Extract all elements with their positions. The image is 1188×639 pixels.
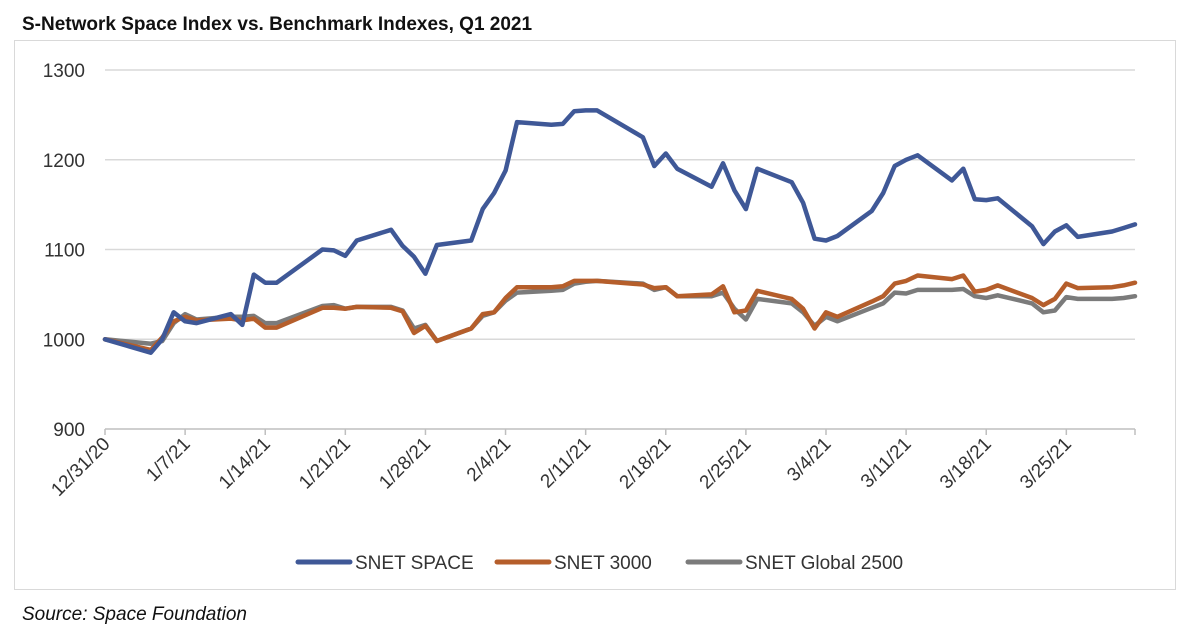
x-tick-label: 1/14/21 [215, 434, 275, 494]
y-tick-label: 1200 [43, 151, 85, 172]
legend-label: SNET SPACE [355, 553, 474, 574]
x-tick-label: 2/25/21 [696, 434, 756, 494]
series-line-snet-3000 [102, 273, 1138, 353]
x-tick-label: 12/31/20 [47, 434, 114, 501]
x-axis-ticks: 12/31/20 1/7/21 1/14/21 1/21/21 1/28/21 2/4/2… [47, 429, 1136, 501]
legend: SNET SPACE SNET 3000 SNET Global 2500 [295, 553, 903, 574]
chart-frame [14, 40, 1176, 590]
line-chart: 900 1000 1100 1200 1300 12/31/20 1/7/21 1/14/2… [43, 61, 1138, 574]
y-tick-label: 900 [53, 420, 85, 441]
x-tick-label: 3/25/21 [1016, 434, 1076, 494]
legend-label: SNET 3000 [554, 553, 652, 574]
x-tick-label: 3/18/21 [936, 434, 996, 494]
gridlines [105, 69, 1135, 430]
series-lines [102, 108, 1138, 355]
legend-label: SNET Global 2500 [745, 553, 903, 574]
x-tick-label: 2/4/21 [463, 434, 515, 486]
x-tick-label: 2/11/21 [537, 434, 596, 493]
chart-title: S-Network Space Index vs. Benchmark Inde… [22, 14, 533, 35]
y-axis-ticks: 900 1000 1100 1200 1300 [43, 61, 85, 441]
x-tick-label: 2/18/21 [616, 434, 676, 494]
series-line-snet-space [102, 108, 1138, 355]
y-tick-label: 1100 [44, 241, 85, 262]
x-tick-label: 1/21/21 [295, 434, 355, 494]
x-tick-label: 1/7/21 [142, 434, 194, 486]
x-tick-label: 3/11/21 [857, 434, 916, 493]
y-tick-label: 1300 [43, 61, 85, 82]
source-note: Source: Space Foundation [22, 604, 247, 625]
x-tick-label: 1/28/21 [375, 434, 435, 494]
x-tick-label: 3/4/21 [783, 434, 835, 486]
y-tick-label: 1000 [43, 330, 85, 351]
